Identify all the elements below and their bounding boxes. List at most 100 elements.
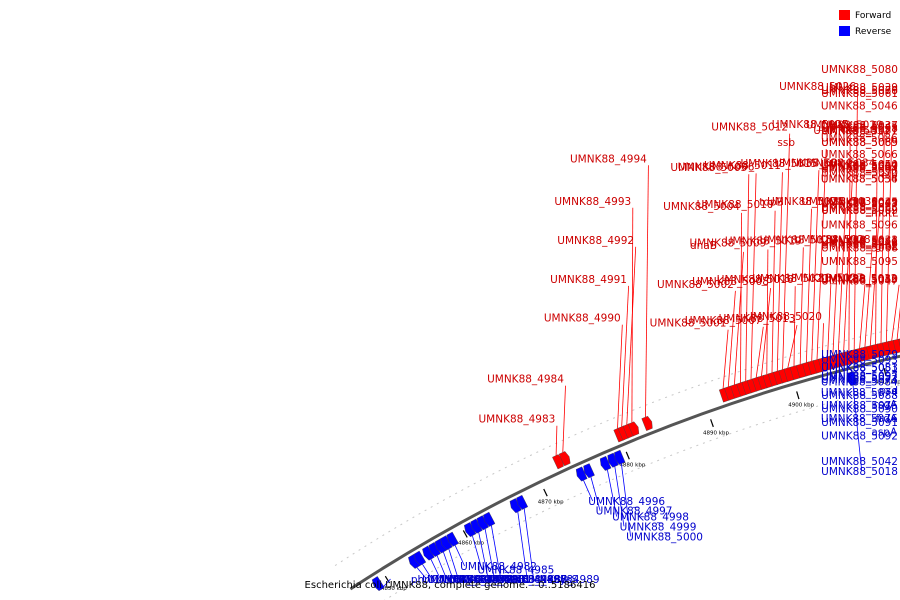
forward-gene-label: UMNK88_5044	[821, 159, 898, 171]
reverse-gene-label: UMNK88_4997	[596, 506, 673, 518]
reverse-gene-label: UMNK88_5097	[821, 371, 898, 383]
forward-gene-label: UMNK88_5040	[821, 274, 898, 286]
forward-gene-label: UMNK88_5035	[821, 196, 898, 208]
forward-leader-line	[766, 249, 769, 375]
reverse-gene-arrow	[428, 542, 441, 557]
reverse-gene-label: UMNK88_5079	[821, 349, 898, 361]
forward-gene-label: UMNK88_5057	[821, 199, 898, 211]
forward-leader-line	[853, 92, 858, 350]
forward-gene-label: UMNK88_5061	[821, 88, 898, 100]
reverse-gene-label: UMNK88_4996	[588, 496, 665, 508]
reverse-leader-line	[583, 480, 594, 502]
forward-gene-label: UMNK88_5019	[725, 235, 802, 247]
forward-gene-label: UMNK88_5016	[717, 274, 794, 286]
forward-gene-label: UMNK88_5026	[779, 81, 856, 93]
scale-tick	[543, 488, 548, 497]
forward-leader-line	[555, 425, 558, 456]
forward-gene-label: UMNK88_5071	[821, 126, 898, 138]
forward-gene-label: UMNK88_5063	[821, 202, 898, 214]
reverse-gene-label: UMNK88_5051	[821, 362, 898, 374]
reverse-leader-line	[478, 532, 489, 579]
forward-leader-line	[880, 131, 885, 344]
forward-gene-label: efp	[881, 169, 898, 181]
reverse-gene-label: UMNK88_4989	[523, 574, 600, 586]
reverse-gene-label: UMNK88_5018	[821, 466, 898, 478]
forward-gene-label: UMNK88_5043	[821, 198, 898, 210]
scale-tick-label: 4860 kbp	[458, 541, 484, 547]
reverse-gene-arrow	[575, 466, 588, 482]
forward-gene-label: UMNK88_5015	[740, 158, 817, 170]
reverse-gene-label: UMNK88_5084	[821, 377, 898, 389]
forward-leader-line	[864, 246, 873, 348]
reverse-gene-arrow	[847, 371, 858, 386]
forward-gene-label: UMNK88_5050	[821, 159, 898, 171]
forward-gene-label: UMNK88_5021	[752, 273, 829, 285]
forward-leader-line	[645, 165, 649, 418]
reverse-leader-line	[448, 548, 459, 580]
forward-gene-label: UMNK88_5024	[774, 158, 851, 170]
reverse-gene-label: UMNK88_4985	[477, 564, 554, 576]
forward-gene-label: UMNK88_5046	[821, 100, 898, 112]
reverse-gene-arrow	[463, 522, 477, 538]
forward-gene-label: UMNK88_5080	[821, 64, 898, 76]
reverse-leader-line	[590, 476, 601, 511]
forward-gene-label: UMNK88_5069	[821, 205, 898, 217]
reverse-gene-label: UMNK88_4999	[620, 521, 697, 533]
forward-leader-line	[621, 285, 629, 427]
forward-gene-label: UMNK88_5065	[821, 137, 898, 149]
forward-gene-label: UMNK88_5078	[821, 85, 898, 97]
reverse-gene-label: UMNK88_4986	[484, 574, 561, 586]
scale-tick	[710, 419, 714, 428]
forward-leader-line	[734, 251, 744, 385]
forward-leader-line	[793, 286, 796, 367]
forward-gene-label: UMNK88_4991	[550, 274, 627, 286]
reverse-gene-arrow	[371, 576, 385, 592]
forward-leader-line	[750, 173, 757, 380]
scale-tick-label: 4870 kbp	[538, 499, 564, 505]
forward-gene-label: UMNK88_5028	[794, 234, 871, 246]
reverse-leader-line	[517, 511, 528, 580]
forward-gene-label: UMNK88_5007	[685, 315, 762, 327]
forward-leader-line	[816, 148, 827, 360]
reverse-leader-line	[607, 469, 617, 517]
forward-leader-line	[799, 247, 804, 365]
reverse-leader-line	[491, 525, 502, 580]
reverse-gene-label: UMNK88_5083	[821, 362, 898, 374]
forward-leader-line	[848, 131, 851, 352]
forward-leader-line	[745, 174, 750, 382]
forward-gene-label: UMNK88_4983	[478, 414, 555, 426]
reverse-gene-arrow	[483, 511, 496, 527]
forward-gene-label: UMNK88_5096	[821, 219, 898, 231]
label-leader-lines	[380, 92, 900, 590]
forward-gene-label: dnaB	[690, 240, 717, 252]
forward-gene-label: groL	[875, 241, 898, 253]
forward-leader-line	[869, 207, 880, 346]
forward-gene-label: UMNK88_5036	[821, 174, 898, 186]
reverse-gene-label: UMNK88_4998	[612, 512, 689, 524]
reverse-gene-label: UMNK88_4987	[490, 574, 567, 586]
reverse-leader-line	[852, 385, 863, 472]
reverse-gene-label: UMNK88_5073	[821, 374, 898, 386]
reverse-gene-arrow	[476, 515, 489, 531]
forward-gene-label: UMNK88_4990	[544, 313, 621, 325]
forward-gene-label: UMNK88_5011	[704, 160, 781, 172]
reverse-leader-line	[422, 563, 433, 580]
reverse-gene-arrow	[446, 531, 459, 547]
reverse-leader-line	[430, 559, 441, 580]
scale-tick-label: 4850 kbp	[381, 586, 407, 592]
forward-gene-label: UMNK88_5064	[821, 164, 898, 176]
reverse-gene-label: UMNK88_5000	[626, 532, 703, 544]
forward-gene-label: UMNK88_5033	[821, 235, 898, 247]
reverse-gene-arrow	[583, 463, 595, 479]
forward-leader-line	[776, 172, 783, 372]
reverse-gene-arrow	[599, 455, 612, 471]
forward-gene-arrow	[558, 451, 571, 467]
forward-leader-line	[832, 246, 839, 356]
forward-gene-label: UMNK88_5027	[786, 273, 863, 285]
reverse-gene-arrow	[470, 518, 483, 534]
forward-gene-label: UMNK88_5062	[821, 240, 898, 252]
forward-gene-label: UMNK88_5008	[692, 276, 769, 288]
forward-leader-line	[787, 325, 798, 368]
forward-gene-label: UMNK88_5067	[821, 161, 898, 173]
forward-gene-label: UMNK88_5095	[821, 256, 898, 268]
